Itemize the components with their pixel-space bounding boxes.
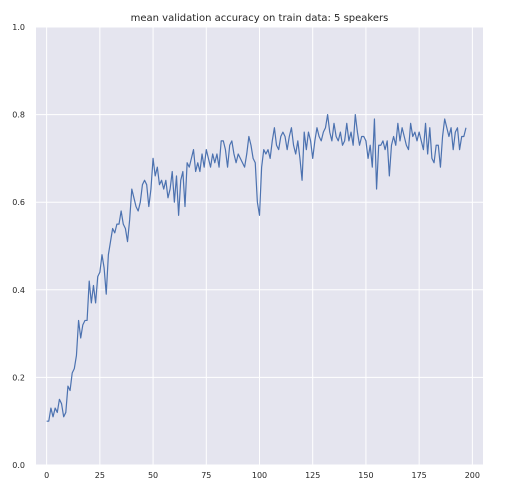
x-tick-label: 25 — [95, 471, 105, 480]
y-tick-label: 0.4 — [12, 286, 25, 295]
x-tick-label: 100 — [252, 471, 267, 480]
x-tick-label: 75 — [201, 471, 211, 480]
y-tick-label: 0.6 — [12, 198, 25, 207]
x-tick-label: 125 — [305, 471, 320, 480]
series-line — [46, 114, 467, 422]
x-tick-label: 50 — [148, 471, 158, 480]
y-axis-ticks: 0.0 0.2 0.4 0.6 0.8 1.0 — [12, 23, 25, 470]
grid-lines — [36, 26, 483, 466]
x-axis-ticks: 0 25 50 75 100 125 150 175 200 — [44, 471, 480, 480]
x-tick-label: 200 — [465, 471, 480, 480]
chart-title: mean validation accuracy on train data: … — [131, 13, 389, 24]
x-tick-label: 150 — [358, 471, 373, 480]
y-tick-label: 0.2 — [12, 373, 25, 382]
y-tick-label: 1.0 — [12, 23, 25, 32]
x-tick-label: 0 — [44, 471, 49, 480]
x-tick-label: 175 — [412, 471, 427, 480]
y-tick-label: 0.0 — [12, 461, 25, 470]
y-tick-label: 0.8 — [12, 111, 25, 120]
